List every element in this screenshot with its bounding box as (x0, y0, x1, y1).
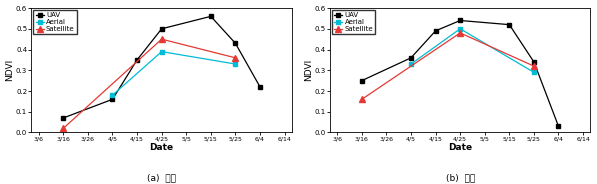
UAV (530, 61, 537, 63)
Line: UAV: UAV (359, 18, 561, 129)
Line: Aerial: Aerial (408, 26, 536, 75)
UAV (60, 117, 67, 119)
UAV (358, 79, 365, 82)
Aerial (407, 63, 414, 65)
Aerial (457, 28, 464, 30)
Satellite (158, 38, 165, 40)
UAV (207, 15, 214, 17)
UAV (506, 24, 513, 26)
Aerial (158, 50, 165, 53)
Line: Aerial: Aerial (110, 49, 238, 98)
UAV (109, 98, 116, 100)
Satellite (60, 127, 67, 129)
Text: (a)  양파: (a) 양파 (147, 173, 176, 182)
Satellite (530, 65, 537, 67)
UAV (134, 59, 141, 61)
UAV (407, 57, 414, 59)
Legend: UAV, Aerial, Satellite: UAV, Aerial, Satellite (33, 10, 76, 34)
UAV (158, 28, 165, 30)
Line: UAV: UAV (61, 14, 263, 120)
Aerial (530, 71, 537, 73)
Text: (b)  마늘: (b) 마늘 (445, 173, 475, 182)
Satellite (358, 98, 365, 100)
Satellite (457, 32, 464, 34)
X-axis label: Date: Date (150, 143, 174, 152)
UAV (232, 42, 239, 44)
Y-axis label: NDVI: NDVI (304, 59, 313, 81)
Line: Satellite: Satellite (359, 30, 537, 102)
Satellite (232, 57, 239, 59)
UAV (257, 86, 264, 88)
Y-axis label: NDVI: NDVI (5, 59, 14, 81)
Line: Satellite: Satellite (60, 36, 239, 131)
UAV (555, 125, 562, 127)
Aerial (232, 63, 239, 65)
UAV (457, 19, 464, 22)
Legend: UAV, Aerial, Satellite: UAV, Aerial, Satellite (332, 10, 375, 34)
UAV (432, 30, 439, 32)
Aerial (109, 94, 116, 96)
X-axis label: Date: Date (448, 143, 472, 152)
